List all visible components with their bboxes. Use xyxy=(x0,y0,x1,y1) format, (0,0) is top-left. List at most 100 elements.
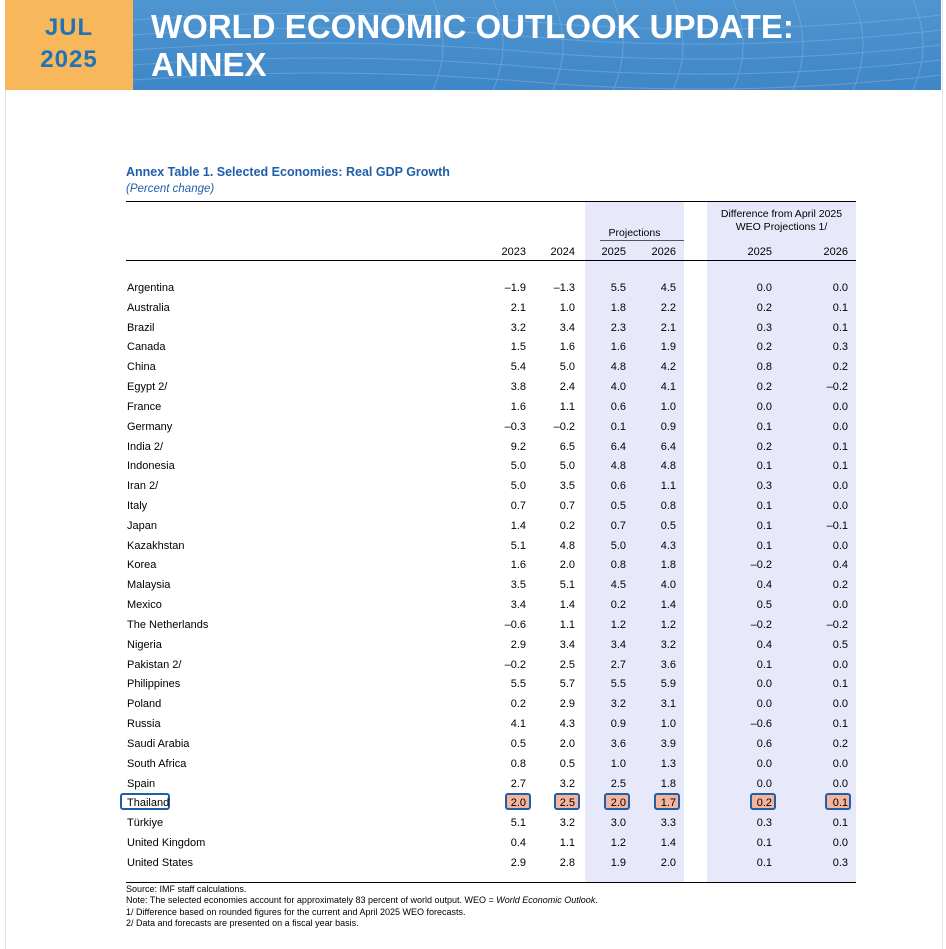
value-cell: 4.5 xyxy=(610,579,626,592)
value-cell: 0.3 xyxy=(832,341,848,354)
table-notes: Source: IMF staff calculations. Note: Th… xyxy=(126,884,598,929)
value-cell: 1.0 xyxy=(559,301,575,314)
value-cell: 3.1 xyxy=(660,698,676,711)
value-cell: 0.5 xyxy=(610,500,626,513)
projections-underline xyxy=(600,240,684,241)
value-cell: 1.4 xyxy=(510,519,526,532)
value-cell: 1.4 xyxy=(559,599,575,612)
value-cell: 1.2 xyxy=(660,618,676,631)
country-name: Pakistan 2/ xyxy=(127,658,182,671)
value-cell: 1.1 xyxy=(559,836,575,849)
country-name: United States xyxy=(127,856,194,869)
value-cell: 3.2 xyxy=(559,817,575,830)
country-name: Poland xyxy=(127,698,162,711)
value-cell: 0.0 xyxy=(832,539,848,552)
country-name: Argentina xyxy=(127,282,175,294)
value-cell: 2.7 xyxy=(510,777,526,790)
table-row: Türkiye 5.1 3.2 3.0 3.3 0.3 0.1 xyxy=(0,816,946,836)
value-cell: 2.0 xyxy=(559,737,575,750)
difference-shade xyxy=(707,202,856,883)
table-row: South Africa 0.8 0.5 1.0 1.3 0.0 0.0 xyxy=(0,757,946,777)
highlight-box xyxy=(750,793,776,811)
value-cell: 2.5 xyxy=(559,797,575,810)
value-cell: 0.0 xyxy=(832,777,848,790)
value-cell: 0.1 xyxy=(756,836,772,849)
country-name: Philippines xyxy=(127,678,181,691)
value-cell: 5.4 xyxy=(510,361,526,374)
table-row: Australia 2.1 1.0 1.8 2.2 0.2 0.1 xyxy=(0,301,946,321)
value-cell: 0.0 xyxy=(832,400,848,413)
value-cell: 0.2 xyxy=(756,301,772,314)
value-cell: 0.0 xyxy=(832,599,848,612)
value-cell: 2.3 xyxy=(610,321,626,334)
value-cell: 1.0 xyxy=(660,400,676,413)
value-cell: 3.2 xyxy=(510,321,526,334)
value-cell: 0.1 xyxy=(756,460,772,473)
table-row: Egypt 2/3.8 2.4 4.0 4.1 0.2 –0.2 xyxy=(0,380,946,400)
value-cell: 0.2 xyxy=(756,440,772,453)
highlight-box xyxy=(554,793,580,811)
value-cell: 2.9 xyxy=(559,698,575,711)
value-cell: 1.8 xyxy=(660,559,676,572)
value-cell: 0.1 xyxy=(832,718,848,731)
value-cell: 2.0 xyxy=(610,797,626,810)
value-cell: 0.8 xyxy=(660,500,676,513)
value-cell: 0.1 xyxy=(756,539,772,552)
projections-header: Projections xyxy=(608,227,661,239)
highlight-box xyxy=(505,793,531,811)
value-cell: 1.6 xyxy=(510,559,526,572)
report-header: JUL 2025 WORLD ECONOMIC OUTLO xyxy=(5,0,941,90)
value-cell: 2.8 xyxy=(559,856,575,869)
value-cell: 3.8 xyxy=(510,381,526,394)
value-cell: 3.6 xyxy=(610,737,626,750)
value-cell: 5.5 xyxy=(610,282,626,294)
table-row: Iran 2/5.0 3.5 0.6 1.1 0.3 0.0 xyxy=(0,479,946,499)
country-name: Japan xyxy=(127,519,157,532)
country-name: Egypt 2/ xyxy=(127,381,168,394)
value-cell: 0.4 xyxy=(756,638,772,651)
year-header: 2026 xyxy=(823,246,848,258)
country-name: Korea xyxy=(127,559,157,572)
value-cell: 1.3 xyxy=(660,757,676,770)
value-cell: 1.0 xyxy=(610,757,626,770)
value-cell: 0.2 xyxy=(559,519,575,532)
value-cell: 4.0 xyxy=(610,381,626,394)
report-title: WORLD ECONOMIC OUTLOOK UPDATE: ANNEX xyxy=(151,8,794,84)
value-cell: 5.1 xyxy=(510,539,526,552)
value-cell: 1.7 xyxy=(660,797,676,810)
value-cell: 4.1 xyxy=(660,381,676,394)
table-row: Russia 4.1 4.3 0.9 1.0 –0.6 0.1 xyxy=(0,717,946,737)
value-cell: 1.8 xyxy=(610,301,626,314)
value-cell: 4.8 xyxy=(660,460,676,473)
table-row: Kazakhstan 5.1 4.8 5.0 4.3 0.1 0.0 xyxy=(0,539,946,559)
value-cell: 3.2 xyxy=(559,777,575,790)
country-name: Malaysia xyxy=(127,579,171,592)
value-cell: 1.6 xyxy=(610,341,626,354)
value-cell: 4.1 xyxy=(510,718,526,731)
value-cell: –0.2 xyxy=(826,618,848,631)
value-cell: –0.1 xyxy=(826,519,848,532)
table-row: Italy 0.7 0.7 0.5 0.8 0.1 0.0 xyxy=(0,499,946,519)
country-name: Italy xyxy=(127,500,148,513)
general-note-suffix: . xyxy=(595,895,598,906)
value-cell: 5.0 xyxy=(559,460,575,473)
country-name: South Africa xyxy=(127,757,187,770)
country-name: Saudi Arabia xyxy=(127,737,190,750)
table-row: Thailand 2.0 2.5 2.0 1.7 0.2 0.1 xyxy=(0,793,946,816)
value-cell: 5.0 xyxy=(559,361,575,374)
table-row: Poland 0.2 2.9 3.2 3.1 0.0 0.0 xyxy=(0,697,946,717)
difference-header: Difference from April 2025 WEO Projectio… xyxy=(707,208,856,234)
value-cell: –1.9 xyxy=(504,282,526,294)
difference-header-line1: Difference from April 2025 xyxy=(720,208,843,220)
table-row: Spain 2.7 3.2 2.5 1.8 0.0 0.0 xyxy=(0,777,946,797)
value-cell: –1.3 xyxy=(553,282,575,294)
value-cell: 3.4 xyxy=(559,638,575,651)
table-row: France 1.6 1.1 0.6 1.0 0.0 0.0 xyxy=(0,400,946,420)
value-cell: 0.2 xyxy=(756,381,772,394)
value-cell: 3.9 xyxy=(660,737,676,750)
value-cell: 0.0 xyxy=(756,777,772,790)
value-cell: 3.4 xyxy=(610,638,626,651)
country-name: Spain xyxy=(127,777,156,790)
table-row: Saudi Arabia 0.5 2.0 3.6 3.9 0.6 0.2 xyxy=(0,737,946,757)
country-name: France xyxy=(127,400,162,413)
